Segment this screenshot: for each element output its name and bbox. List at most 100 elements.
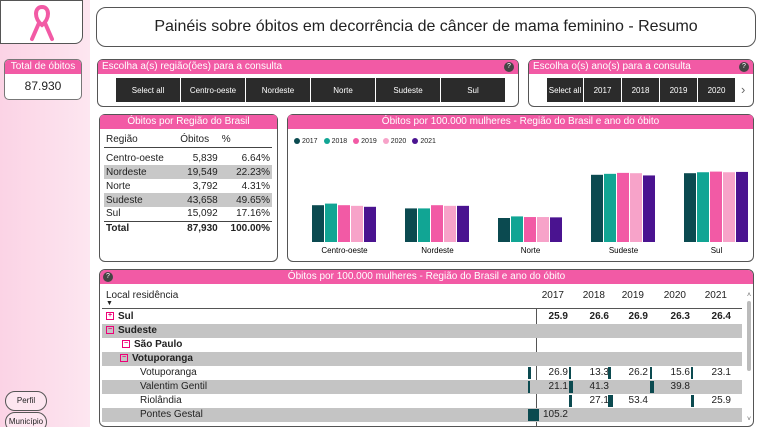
collapse-icon[interactable]: − bbox=[122, 340, 130, 349]
scroll-up-icon[interactable]: ˄ bbox=[746, 292, 752, 299]
scroll-thumb[interactable] bbox=[747, 301, 751, 371]
table-row[interactable]: − São Paulo bbox=[102, 338, 742, 352]
legend-dot bbox=[294, 138, 300, 145]
bar-norte-2021[interactable] bbox=[550, 217, 562, 242]
legend-item[interactable]: 2019 bbox=[353, 138, 377, 145]
year-slicer-title: Escolha o(s) ano(s) para a consulta bbox=[533, 61, 691, 72]
bar-norte-2018[interactable] bbox=[511, 216, 523, 242]
table-cell: 19,549 bbox=[178, 165, 220, 179]
year-option-2018[interactable]: 2018 bbox=[622, 78, 659, 102]
matrix-cell: 26.2 bbox=[628, 367, 648, 378]
data-bar bbox=[691, 367, 694, 379]
table-cell: 43,658 bbox=[178, 193, 220, 207]
table-row[interactable]: Sudeste 43,658 49.65% bbox=[104, 193, 272, 207]
bar-nordeste-2019[interactable] bbox=[431, 205, 443, 242]
bar-centro-oeste-2019[interactable] bbox=[338, 205, 350, 242]
bar-nordeste-2017[interactable] bbox=[405, 208, 417, 242]
legend-item[interactable]: 2020 bbox=[382, 138, 406, 145]
bar-sul-2018[interactable] bbox=[697, 172, 709, 242]
table-row[interactable]: Norte 3,792 4.31% bbox=[104, 179, 272, 193]
total-deaths-label: Total de óbitos bbox=[5, 60, 81, 74]
bar-nordeste-2021[interactable] bbox=[457, 205, 469, 242]
matrix-cell: 26.9 bbox=[548, 367, 568, 378]
bar-centro-oeste-2018[interactable] bbox=[325, 203, 337, 242]
collapse-icon[interactable]: − bbox=[120, 354, 128, 363]
help-icon[interactable]: ? bbox=[504, 62, 514, 72]
bar-sudeste-2019[interactable] bbox=[617, 172, 629, 242]
data-bar bbox=[650, 367, 652, 379]
bar-sudeste-2017[interactable] bbox=[591, 174, 603, 242]
table-row[interactable]: − Votuporanga bbox=[102, 352, 742, 366]
data-bar bbox=[650, 381, 654, 393]
bar-centro-oeste-2020[interactable] bbox=[351, 205, 363, 242]
x-tick-label: Nordeste bbox=[421, 246, 454, 255]
row-label: São Paulo bbox=[134, 339, 183, 350]
collapse-icon[interactable]: − bbox=[106, 326, 114, 335]
bar-norte-2017[interactable] bbox=[498, 218, 510, 242]
year-option-select-all[interactable]: Select all bbox=[547, 78, 583, 102]
table-cell: 3,792 bbox=[192, 180, 218, 192]
table-row[interactable]: Centro-oeste 5,839 6.64% bbox=[104, 151, 272, 165]
table-header: % bbox=[221, 134, 231, 146]
matrix-cell: 41.3 bbox=[589, 381, 609, 392]
region-option-nordeste[interactable]: Nordeste bbox=[246, 78, 310, 102]
legend-label: 2021 bbox=[420, 138, 436, 145]
table-cell: 87,930 bbox=[187, 222, 218, 234]
bar-centro-oeste-2021[interactable] bbox=[364, 206, 376, 242]
matrix-col-header: Local residência bbox=[106, 290, 179, 301]
year-option-2020[interactable]: 2020 bbox=[698, 78, 735, 102]
bar-sul-2019[interactable] bbox=[710, 171, 722, 242]
expand-icon[interactable]: + bbox=[106, 312, 114, 321]
municipio-button[interactable]: Município bbox=[5, 412, 47, 427]
sort-down-icon[interactable]: ▼ bbox=[106, 300, 113, 307]
legend-item[interactable]: 2021 bbox=[412, 138, 436, 145]
bar-centro-oeste-2017[interactable] bbox=[312, 205, 324, 242]
legend-item[interactable]: 2017 bbox=[294, 138, 318, 145]
legend-item[interactable]: 2018 bbox=[323, 138, 347, 145]
page-title: Painéis sobre óbitos em decorrência de c… bbox=[96, 7, 756, 47]
x-tick-label: Norte bbox=[521, 246, 541, 255]
data-bar bbox=[569, 367, 571, 379]
help-icon[interactable]: ? bbox=[103, 272, 113, 282]
region-option-centro-oeste[interactable]: Centro-oeste bbox=[181, 78, 245, 102]
region-option-select-all[interactable]: Select all bbox=[116, 78, 180, 102]
data-bar bbox=[691, 395, 694, 407]
table-cell: 22.23% bbox=[219, 165, 272, 179]
table-row[interactable]: Valentim Gentil 21.1 41.3 39.8 bbox=[102, 380, 742, 394]
table-row[interactable]: Pontes Gestal 105.2 bbox=[102, 408, 742, 422]
row-label: Riolândia bbox=[140, 395, 182, 406]
bar-sudeste-2018[interactable] bbox=[604, 173, 616, 242]
region-slicer: Escolha a(s) região(ões) para a consulta… bbox=[97, 59, 519, 107]
matrix-scrollbar[interactable]: ˄ ˅ bbox=[745, 292, 753, 424]
region-option-norte[interactable]: Norte bbox=[311, 78, 375, 102]
bar-sudeste-2021[interactable] bbox=[643, 175, 655, 242]
scroll-down-icon[interactable]: ˅ bbox=[746, 416, 752, 423]
bar-nordeste-2020[interactable] bbox=[444, 205, 456, 242]
perfil-button[interactable]: Perfil bbox=[5, 391, 47, 411]
bar-norte-2019[interactable] bbox=[524, 217, 536, 242]
table-row[interactable]: Sul 15,092 17.16% bbox=[104, 207, 272, 221]
bar-sul-2021[interactable] bbox=[736, 171, 748, 242]
bar-norte-2020[interactable] bbox=[537, 217, 549, 242]
bar-nordeste-2018[interactable] bbox=[418, 208, 430, 242]
bar-sudeste-2020[interactable] bbox=[630, 173, 642, 242]
help-icon[interactable]: ? bbox=[739, 62, 749, 72]
matrix-title-bar: Óbitos por 100.000 mulheres - Região do … bbox=[100, 270, 753, 284]
chevron-right-icon[interactable]: › bbox=[741, 82, 746, 97]
table-row[interactable]: Votuporanga 26.9 13.3 26.2 15.6 23.1 bbox=[102, 366, 742, 380]
table-row[interactable]: Riolândia 27.1 53.4 25.9 bbox=[102, 394, 742, 408]
bar-sul-2017[interactable] bbox=[684, 173, 696, 242]
bar-sul-2020[interactable] bbox=[723, 172, 735, 242]
chart-title: Óbitos por 100.000 mulheres - Região do … bbox=[288, 115, 753, 129]
table-row[interactable]: − Sudeste bbox=[102, 324, 742, 338]
row-label: Votuporanga bbox=[140, 367, 197, 378]
year-option-2017[interactable]: 2017 bbox=[584, 78, 621, 102]
table-row[interactable]: + Sul 25.9 26.6 26.9 26.3 26.4 bbox=[102, 310, 742, 324]
table-row[interactable]: Nordeste 19,549 22.23% bbox=[104, 165, 272, 179]
legend-dot bbox=[382, 138, 389, 145]
region-option-sul[interactable]: Sul bbox=[441, 78, 505, 102]
year-option-2019[interactable]: 2019 bbox=[660, 78, 697, 102]
region-option-sudeste[interactable]: Sudeste bbox=[376, 78, 440, 102]
table-cell: Sul bbox=[106, 208, 121, 220]
matrix-year-2020: 2020 bbox=[663, 290, 686, 301]
